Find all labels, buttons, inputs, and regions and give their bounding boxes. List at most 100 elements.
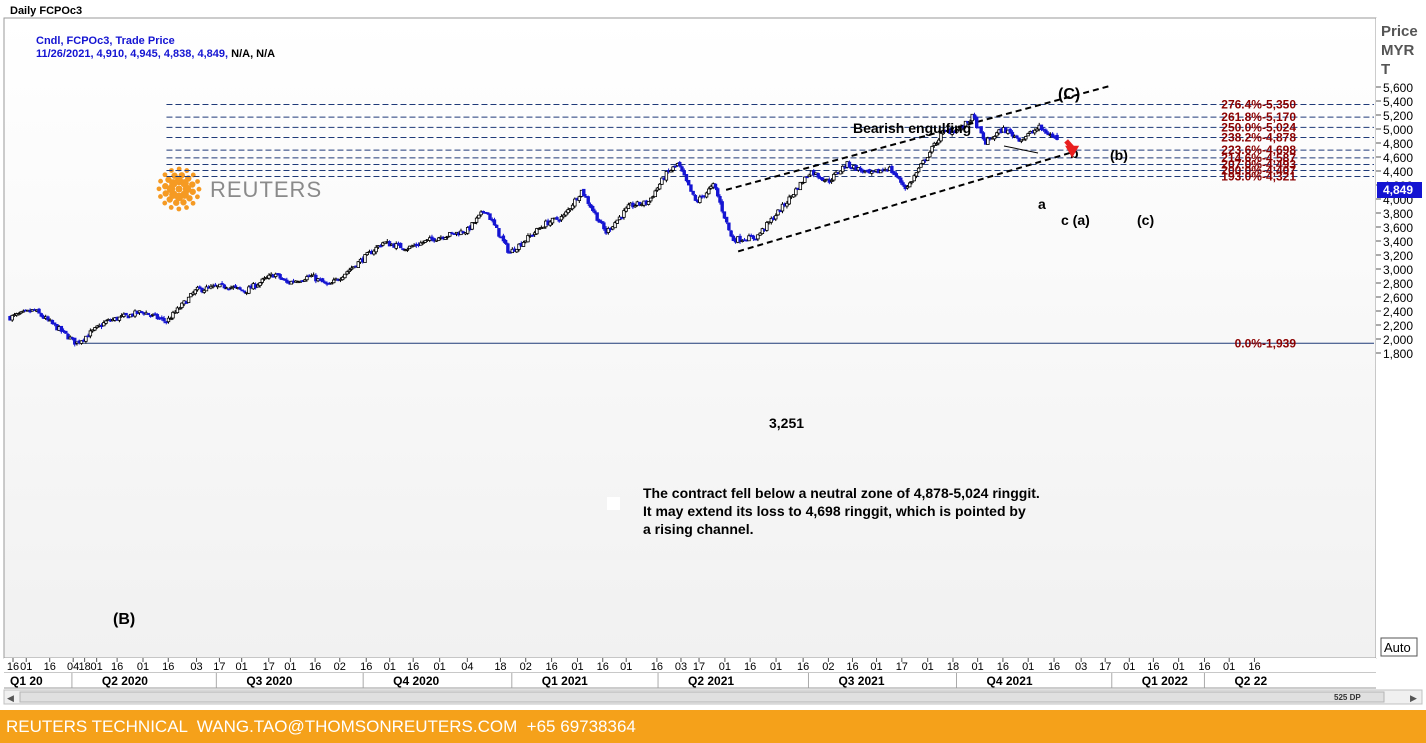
candle-body (282, 278, 287, 281)
candle-body (479, 211, 483, 216)
commentary-line-1: The contract fell below a neutral zone o… (643, 485, 1040, 501)
chart-title: Daily FCPOc3 (10, 5, 82, 17)
candle-body (908, 182, 912, 188)
scrollbar-thumb[interactable] (19, 691, 1385, 703)
candle-body (515, 249, 519, 253)
candle-body (566, 209, 570, 214)
candle-body (470, 222, 474, 230)
candle-body (660, 177, 664, 185)
logo-dot (162, 190, 169, 197)
time-tick-label: 16 (1248, 661, 1260, 673)
candle-body (858, 167, 863, 171)
candle-body (555, 217, 559, 220)
candle-body (651, 196, 655, 198)
scroll-right-arrow[interactable]: ▶ (1410, 694, 1417, 704)
time-tick-label: 16 (44, 661, 56, 673)
candle-body (548, 221, 552, 226)
time-tick-label: 02 (334, 661, 346, 673)
time-tick-label: 02 (520, 661, 532, 673)
time-tick-label: 01 (1223, 661, 1235, 673)
logo-dot (156, 186, 162, 192)
candle-body (506, 243, 510, 253)
bearish-engulfing-label: Bearish engulfing (853, 120, 971, 136)
candle-body (1024, 136, 1028, 140)
candle-body (260, 278, 264, 283)
candle-body (394, 243, 398, 249)
candle-body (526, 235, 530, 243)
candlesticks (8, 112, 1059, 347)
auto-scale-box[interactable] (1380, 637, 1418, 657)
candle-body (722, 211, 727, 219)
candle-body (372, 250, 376, 255)
candle-body (724, 216, 729, 223)
price-tick-label: 3,000 (1383, 263, 1413, 277)
time-tick-label: 16 (309, 661, 321, 673)
auto-scale-label[interactable]: Auto (1384, 640, 1411, 655)
candle-body (1046, 132, 1050, 136)
candle-body (378, 245, 383, 248)
candle-body (224, 287, 229, 290)
candle-body (718, 196, 722, 203)
candle-body (340, 276, 345, 281)
price-axis-title: Price MYR T (1381, 23, 1422, 78)
time-tick-label: 02 (822, 661, 834, 673)
candle-body (1015, 135, 1019, 138)
candle-body (689, 184, 693, 192)
candle-body (492, 219, 497, 226)
commentary-line-2: It may extend its loss to 4,698 ringgit,… (643, 503, 1026, 519)
candle-body (899, 177, 903, 183)
price-tick-label: 3,200 (1383, 249, 1413, 263)
candle-body (46, 316, 50, 321)
candle-body (10, 314, 14, 321)
candle-body (550, 217, 555, 224)
current-price-box (1377, 182, 1422, 198)
rising-channel (725, 84, 1112, 253)
candle-body (204, 286, 209, 292)
candle-body (916, 167, 921, 173)
candle-body (564, 211, 568, 216)
candle-body (914, 172, 919, 177)
time-scrollbar[interactable]: 525 DP ◀ ▶ (3, 689, 1423, 705)
candle-body (669, 170, 673, 173)
candle-body (561, 214, 566, 218)
candle-body (349, 267, 354, 270)
candle-body (419, 242, 423, 246)
candle-body (1050, 133, 1055, 138)
candle-body (1035, 128, 1039, 132)
scroll-left-arrow[interactable]: ◀ (7, 694, 14, 704)
auto-scale-button[interactable]: Auto (1380, 637, 1418, 657)
time-tick-label: 01 (236, 661, 248, 673)
candle-body (829, 180, 834, 182)
candle-body (104, 320, 108, 324)
candle-body (760, 228, 765, 235)
candle-body (816, 173, 820, 178)
time-tick-label: 16 (797, 661, 809, 673)
price-tick-label: 2,000 (1383, 333, 1413, 347)
quarter-label: Q1 20 (10, 674, 43, 688)
logo-dot (162, 172, 168, 178)
candle-body (1044, 129, 1048, 134)
candle-body (477, 214, 481, 219)
candle-body (1010, 131, 1015, 137)
fibonacci-levels: 276.4%-5,350261.8%-5,170250.0%-5,024238.… (82, 98, 1374, 350)
time-tick-label: 01 (770, 661, 782, 673)
candle-body (365, 252, 369, 256)
time-tick-label: 01 (870, 661, 882, 673)
candle-body (387, 241, 392, 247)
candle-body (684, 174, 689, 182)
candle-body (925, 157, 930, 161)
candle-body (992, 136, 997, 140)
candle-body (901, 182, 905, 186)
candle-body (1055, 134, 1059, 140)
wave-a-label: a (1038, 196, 1046, 212)
candle-body (1019, 139, 1024, 142)
time-tick-label: 17 (896, 661, 908, 673)
candle-body (995, 132, 999, 137)
time-tick-label: 17 (693, 661, 705, 673)
candle-body (242, 290, 247, 293)
quarter-label: Q4 2020 (393, 674, 439, 688)
channel-lower-line (737, 150, 1076, 253)
price-tick-label: 5,000 (1383, 123, 1413, 137)
candle-body (896, 176, 901, 179)
candle-body (1026, 133, 1030, 137)
